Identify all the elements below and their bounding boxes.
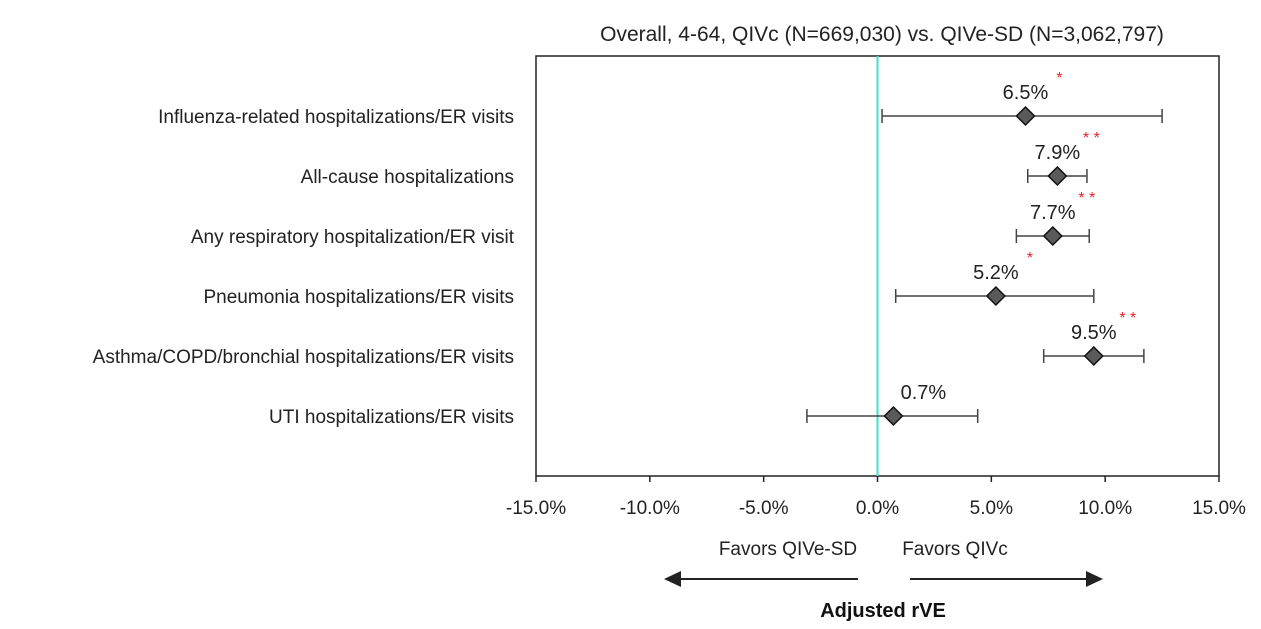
significance-stars: * bbox=[1027, 250, 1033, 267]
row-label: Influenza-related hospitalizations/ER vi… bbox=[158, 107, 514, 128]
point-estimate-marker bbox=[985, 285, 1006, 307]
significance-stars: * * bbox=[1078, 190, 1095, 207]
x-tick-label: 15.0% bbox=[1192, 498, 1246, 519]
favors-left-arrow bbox=[664, 571, 858, 587]
value-label: 6.5% bbox=[1003, 82, 1049, 104]
forest-row: Pneumonia hospitalizations/ER visits 5.2%… bbox=[204, 250, 1095, 308]
x-tick-label: -15.0% bbox=[506, 498, 566, 519]
significance-stars: * * bbox=[1119, 310, 1136, 327]
row-label: UTI hospitalizations/ER visits bbox=[269, 407, 514, 428]
row-label: Pneumonia hospitalizations/ER visits bbox=[204, 287, 515, 308]
point-estimate-marker bbox=[1047, 165, 1068, 187]
point-estimate-marker bbox=[1083, 345, 1104, 367]
x-tick-label: -5.0% bbox=[739, 498, 789, 519]
forest-row: UTI hospitalizations/ER visits 0.7% bbox=[269, 382, 979, 428]
forest-row: All-cause hospitalizations 7.9%* * bbox=[301, 130, 1100, 188]
forest-rows: Influenza-related hospitalizations/ER vi… bbox=[93, 70, 1163, 428]
value-label: 5.2% bbox=[973, 262, 1019, 284]
point-estimate-marker bbox=[1015, 105, 1036, 127]
row-label: All-cause hospitalizations bbox=[301, 167, 514, 188]
point-estimate-marker bbox=[883, 405, 904, 427]
favors-right-arrow bbox=[910, 571, 1103, 587]
x-tick-label: 10.0% bbox=[1078, 498, 1132, 519]
value-label: 7.7% bbox=[1030, 202, 1076, 224]
row-label: Asthma/COPD/bronchial hospitalizations/E… bbox=[93, 347, 514, 368]
forest-row: Any respiratory hospitalization/ER visit… bbox=[191, 190, 1095, 248]
x-tick-label: -10.0% bbox=[620, 498, 680, 519]
value-label: 7.9% bbox=[1035, 142, 1081, 164]
forest-row: Asthma/COPD/bronchial hospitalizations/E… bbox=[93, 310, 1145, 368]
x-axis-title: Adjusted rVE bbox=[820, 600, 946, 622]
x-tick-label: 5.0% bbox=[970, 498, 1013, 519]
chart-title: Overall, 4-64, QIVc (N=669,030) vs. QIVe… bbox=[600, 23, 1164, 46]
value-label: 0.7% bbox=[901, 382, 947, 404]
significance-stars: * bbox=[1056, 70, 1062, 87]
x-tick-label: 0.0% bbox=[856, 498, 899, 519]
point-estimate-marker bbox=[1042, 225, 1063, 247]
forest-row: Influenza-related hospitalizations/ER vi… bbox=[158, 70, 1163, 128]
x-axis: -15.0% -10.0% -5.0% 0.0% 5.0% 10.0% 15.0% bbox=[506, 476, 1246, 519]
row-label: Any respiratory hospitalization/ER visit bbox=[191, 227, 515, 248]
favors-left-label: Favors QIVe-SD bbox=[719, 539, 857, 560]
significance-stars: * * bbox=[1083, 130, 1100, 147]
favors-right-label: Favors QIVc bbox=[902, 539, 1008, 560]
value-label: 9.5% bbox=[1071, 322, 1117, 344]
